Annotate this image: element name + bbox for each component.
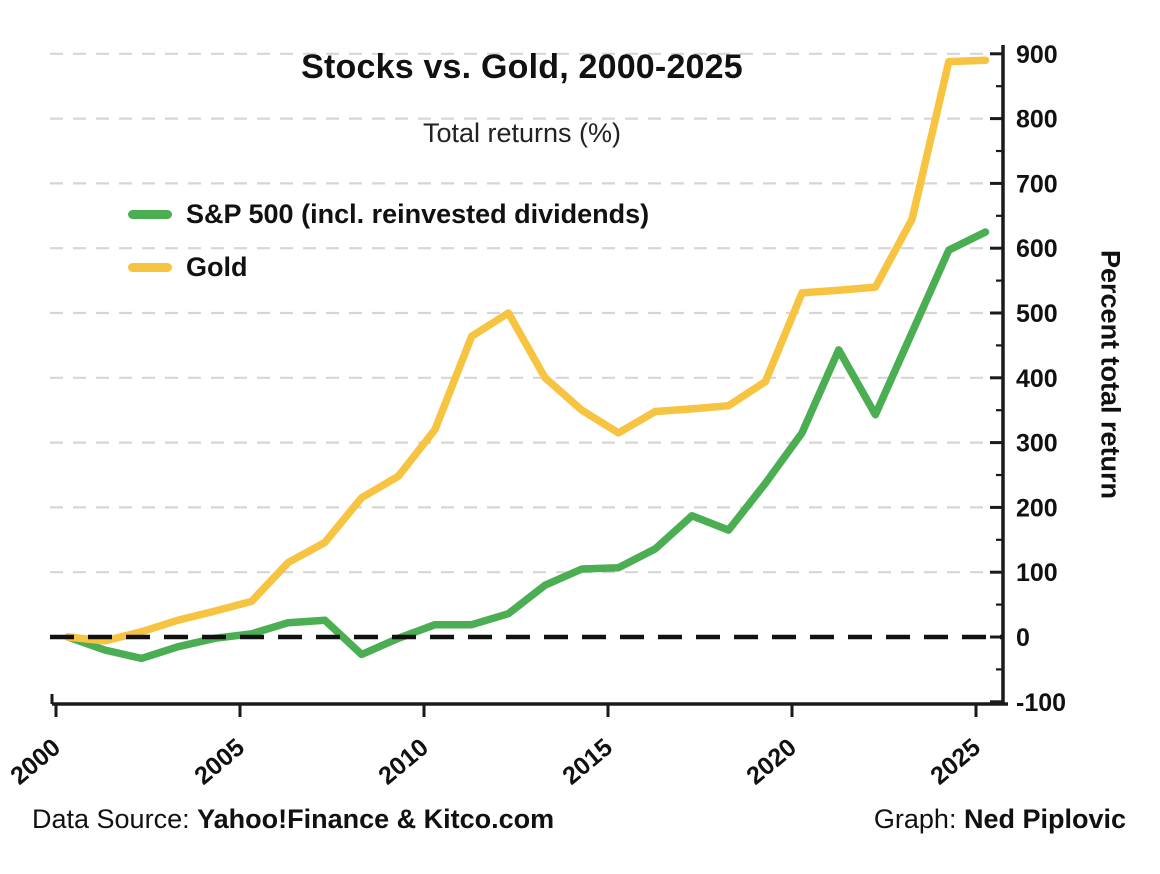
sp500-line-swatch xyxy=(128,209,172,219)
graph-credit-prefix: Graph: xyxy=(873,804,964,834)
y-tick-label-0: 0 xyxy=(1016,624,1030,652)
y-tick-label-200: 200 xyxy=(1016,494,1058,522)
data-source-value: Yahoo!Finance & Kitco.com xyxy=(197,804,555,834)
y-tick-label--100: -100 xyxy=(1016,689,1066,717)
y-tick-label-600: 600 xyxy=(1016,235,1058,263)
x-tick-label-2005: 2005 xyxy=(189,733,250,790)
y-tick-label-500: 500 xyxy=(1016,300,1058,328)
x-tick-label-2010: 2010 xyxy=(373,733,434,790)
data-source-prefix: Data Source: xyxy=(32,804,198,834)
y-tick-label-700: 700 xyxy=(1016,170,1058,198)
legend-label-gold: Gold xyxy=(186,251,248,282)
y-tick-label-900: 900 xyxy=(1016,41,1058,69)
legend-item-gold: Gold xyxy=(128,251,649,283)
legend-item-sp500: S&P 500 (incl. reinvested dividends) xyxy=(128,198,649,230)
legend-label-sp500: S&P 500 (incl. reinvested dividends) xyxy=(186,198,650,229)
chart-title: Stocks vs. Gold, 2000-2025 xyxy=(301,48,743,86)
y-tick-label-800: 800 xyxy=(1016,106,1058,134)
y-tick-label-400: 400 xyxy=(1016,365,1058,393)
x-tick-label-2025: 2025 xyxy=(925,733,986,790)
graph-credit-note: Graph: Ned Piplovic xyxy=(874,804,1126,835)
y-tick-label-100: 100 xyxy=(1016,559,1058,587)
graph-credit-value: Ned Piplovic xyxy=(963,804,1126,834)
x-tick-label-2015: 2015 xyxy=(557,733,618,790)
x-tick-label-2000: 2000 xyxy=(5,733,66,790)
legend: S&P 500 (incl. reinvested dividends) Gol… xyxy=(128,198,649,304)
chart-subtitle: Total returns (%) xyxy=(422,118,622,148)
data-source-note: Data Source: Yahoo!Finance & Kitco.com xyxy=(32,804,554,835)
y-axis-label-wrap: Percent total return xyxy=(1088,45,1132,705)
gold-line xyxy=(64,56,990,645)
y-axis-label: Percent total return xyxy=(1095,250,1126,500)
y-tick-label-300: 300 xyxy=(1016,430,1058,458)
gold-line-swatch xyxy=(128,262,172,272)
x-tick-label-2020: 2020 xyxy=(741,733,802,790)
